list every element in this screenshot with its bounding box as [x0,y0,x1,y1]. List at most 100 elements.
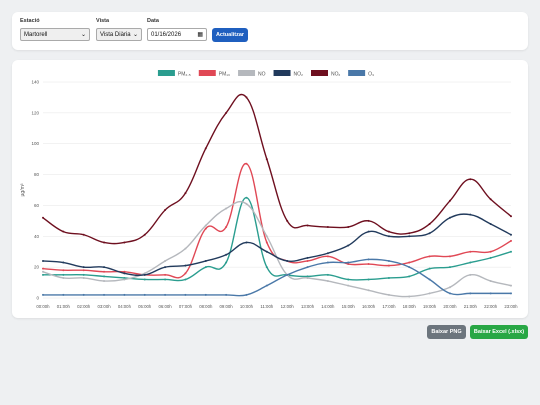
x-tick-label: 08:00h [199,304,213,309]
legend-swatch [273,70,291,76]
point [489,292,492,295]
x-tick-label: 09:00h [220,304,234,309]
point [326,252,329,255]
point [489,256,492,259]
point [164,278,167,281]
series-line [42,197,512,282]
station-select[interactable]: Martorell ⌄ [20,28,90,41]
point [82,273,85,276]
point [408,275,411,278]
point [184,278,187,281]
point [387,276,390,279]
point [286,219,289,222]
legend-label: NO [258,72,266,78]
point [164,273,167,276]
point [245,162,248,165]
legend-label: O₃ [368,72,374,78]
point [265,250,268,253]
date-input[interactable]: 01/16/2026 ▦ [147,28,207,41]
x-tick-label: 20:00h [443,304,457,309]
point [164,209,167,212]
y-tick-label: 120 [31,110,39,115]
chart: µg/m³ 0 20 40 60 80 100 120 140 00:00h 01:00h 02:0… [20,70,518,309]
view-select[interactable]: Vista Diària ⌄ [96,28,142,41]
point [448,292,451,295]
select-value: Martorell [24,32,48,38]
point [428,292,431,295]
point [103,241,106,244]
point [82,293,85,296]
legend-label: PM₂.₅ [178,72,191,78]
series-line [42,213,512,277]
point [62,269,65,272]
x-tick-label: 14:00h [321,304,335,309]
x-tick-label: 19:00h [423,304,437,309]
point [469,261,472,264]
legend-swatch [198,70,216,76]
point [184,272,187,275]
y-tick-label: 80 [34,172,40,177]
point [347,261,350,264]
point [387,235,390,238]
point [265,158,268,161]
point [164,293,167,296]
point [448,216,451,219]
point [62,273,65,276]
point [204,259,207,262]
point [387,259,390,262]
point [164,259,167,262]
point [123,272,126,275]
legend-label: NO₂ [294,72,304,78]
point [245,196,248,199]
point [306,259,309,262]
x-tick-label: 00:00h [36,304,50,309]
point [103,266,106,269]
point [387,230,390,233]
legend-swatch [348,70,366,76]
point [103,280,106,283]
point [469,178,472,181]
point [225,226,228,229]
point [347,244,350,247]
point [347,284,350,287]
point [184,264,187,267]
point [428,267,431,270]
point [469,213,472,216]
point [265,241,268,244]
png-button[interactable]: Baixar PNG [427,325,466,339]
point [367,263,370,266]
point [42,259,44,262]
point [367,258,370,261]
point [62,230,65,233]
point [245,202,248,205]
x-tick-label: 17:00h [382,304,396,309]
point [367,219,370,222]
point [448,255,451,258]
y-tick-label: 20 [34,265,40,270]
update-button[interactable]: Actualitzar [212,28,248,42]
point [184,192,187,195]
point [82,269,85,272]
point [347,263,350,266]
point [408,261,411,264]
point [143,272,146,275]
point [469,250,472,253]
point [428,255,431,258]
point [489,222,492,225]
series-line [42,93,512,245]
point [367,230,370,233]
y-tick-label: 40 [34,234,40,239]
x-tick-label: 18:00h [403,304,417,309]
point [245,96,248,99]
point [387,264,390,267]
point [204,147,207,150]
excel-button[interactable]: Baixar Excel (.xlsx) [470,325,528,339]
point [42,270,44,273]
point [306,275,309,278]
point [123,241,126,244]
point [408,266,411,269]
label: Vista [96,18,110,24]
point [225,207,228,210]
point [225,293,228,296]
point [367,289,370,292]
